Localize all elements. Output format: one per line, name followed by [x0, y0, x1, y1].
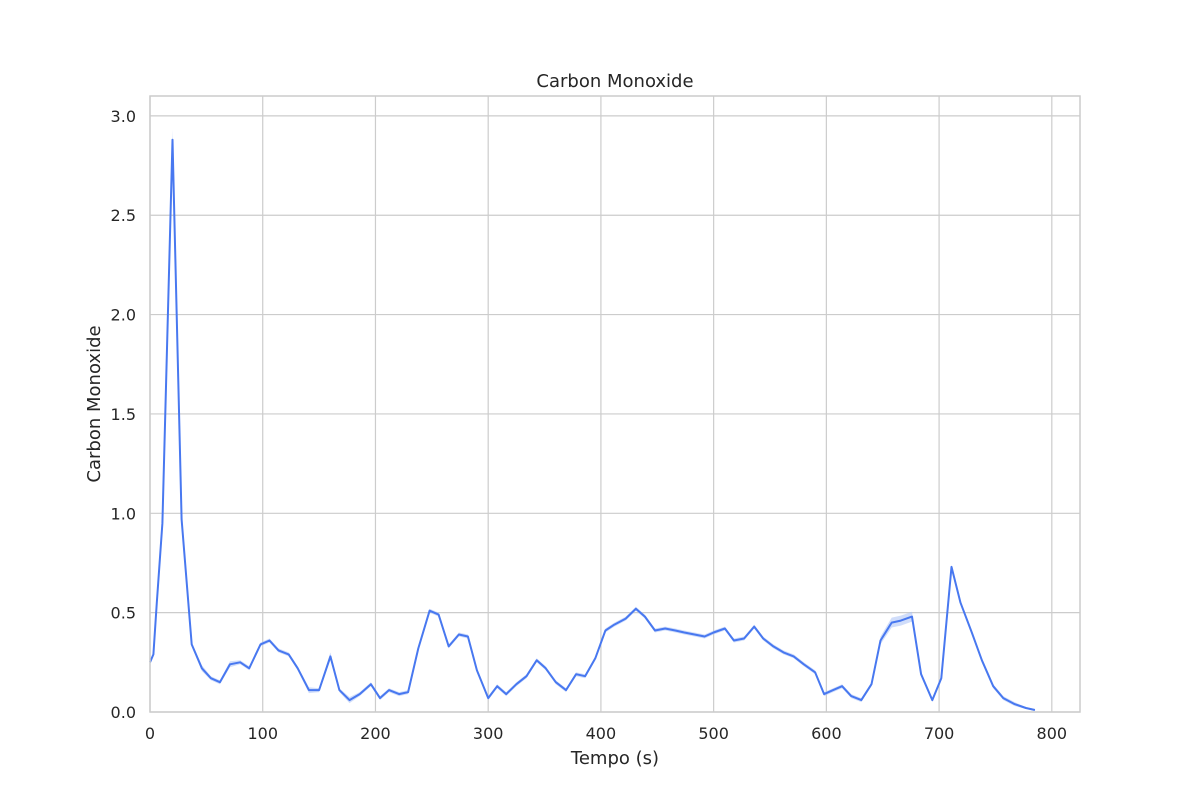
plot-background — [150, 96, 1080, 712]
x-tick-label: 400 — [586, 724, 617, 743]
y-tick-label: 1.5 — [111, 405, 136, 424]
y-tick-label: 1.0 — [111, 504, 136, 523]
plot-frame — [149, 95, 1081, 713]
y-tick-label: 2.5 — [111, 206, 136, 225]
x-tick-label: 500 — [698, 724, 729, 743]
x-tick-label: 300 — [473, 724, 504, 743]
y-tick-label: 0.5 — [111, 604, 136, 623]
x-tick-labels: 0 100 200 300 400 500 600 700 800 — [145, 724, 1067, 743]
x-tick-label: 600 — [811, 724, 842, 743]
chart-title: Carbon Monoxide — [536, 71, 693, 92]
x-axis-label: Tempo (s) — [570, 748, 659, 769]
y-tick-label: 2.0 — [111, 306, 136, 325]
x-tick-label: 100 — [247, 724, 278, 743]
series-line — [149, 138, 1036, 711]
gridlines — [149, 96, 1080, 713]
y-tick-label: 0.0 — [111, 703, 136, 722]
y-axis-label: Carbon Monoxide — [84, 325, 105, 482]
x-tick-label: 0 — [145, 724, 155, 743]
x-tick-label: 200 — [360, 724, 391, 743]
y-tick-label: 3.0 — [111, 107, 136, 126]
y-tick-labels: 0.0 0.5 1.0 1.5 2.0 2.5 3.0 — [111, 107, 136, 722]
x-tick-label: 700 — [924, 724, 955, 743]
x-tick-label: 800 — [1037, 724, 1068, 743]
